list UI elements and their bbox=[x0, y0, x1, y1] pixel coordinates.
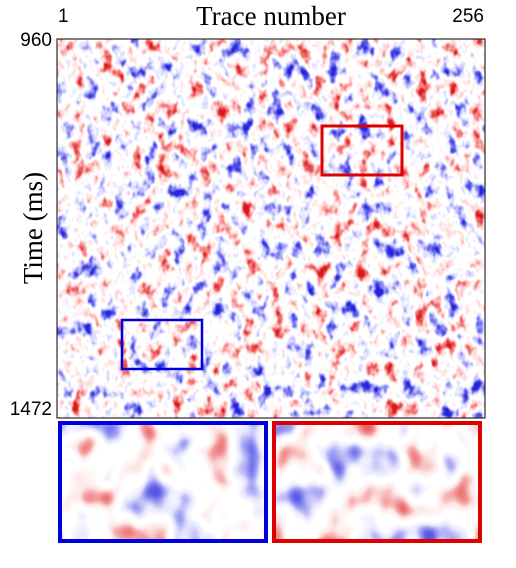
zoom-inset-red-image bbox=[274, 423, 480, 541]
plot-frame bbox=[56, 38, 486, 419]
zoom-inset-blue bbox=[58, 421, 268, 543]
x-tick-label: 256 bbox=[452, 6, 484, 27]
x-tick-label: 1 bbox=[58, 6, 69, 27]
zoom-inset-red bbox=[272, 421, 482, 543]
chart-title: Trace number bbox=[196, 1, 346, 31]
zoom-box-red bbox=[320, 124, 404, 177]
y-tick-label: 960 bbox=[20, 30, 52, 51]
zoom-inset-blue-image bbox=[60, 423, 266, 541]
y-tick-label: 1472 bbox=[10, 399, 52, 420]
seismic-section bbox=[57, 39, 485, 418]
y-axis-label: Time (ms) bbox=[18, 172, 48, 284]
zoom-box-blue bbox=[120, 318, 204, 371]
